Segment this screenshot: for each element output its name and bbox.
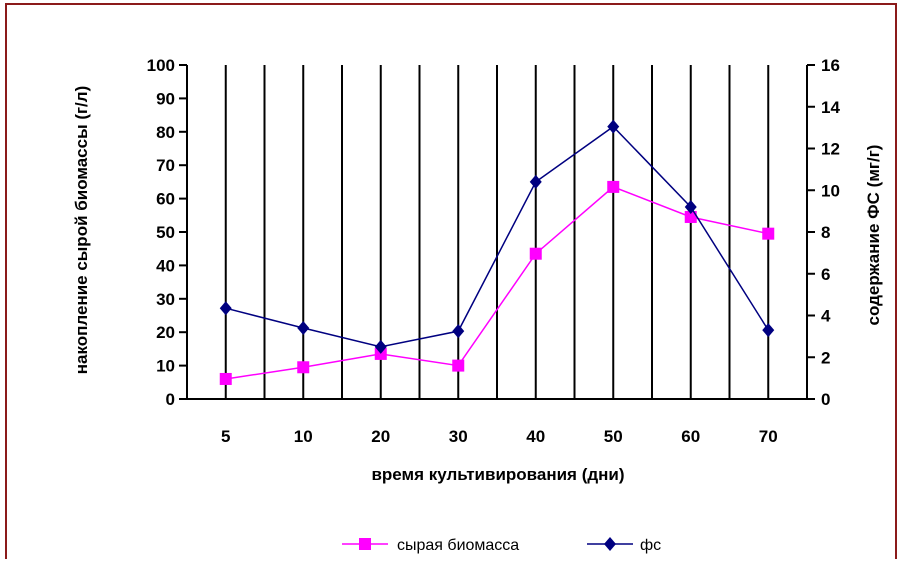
right-tick-label: 6 [821,265,830,284]
data-point-diamond [452,324,465,339]
x-tick-label: 10 [294,427,313,446]
left-tick-label: 20 [156,323,175,342]
data-point-diamond [762,323,775,338]
left-tick-label: 10 [156,357,175,376]
left-tick-label: 90 [156,89,175,108]
x-axis-label: время культивирования (дни) [371,465,624,484]
series-group [219,119,775,385]
left-tick-label: 0 [166,390,175,409]
line-chart: 0 10 20 30 40 50 60 70 80 90 100 0 2 4 6 8 10 12 14 16 5 10… [72,56,883,554]
legend-label-fs: фс [640,537,661,554]
legend-marker-diamond [604,537,616,551]
right-tick-label: 14 [821,98,840,117]
right-tick-label: 2 [821,348,830,367]
left-tick-label: 40 [156,256,175,275]
data-point-square [607,180,620,193]
legend-marker-square [359,538,371,550]
data-point-square [684,210,697,223]
left-axis-ticks: 0 10 20 30 40 50 60 70 80 90 100 [147,56,187,409]
left-tick-label: 70 [156,156,175,175]
right-tick-label: 4 [821,307,831,326]
x-tick-label: 50 [604,427,623,446]
right-axis-label: содержание ФС (мг/г) [864,145,883,326]
data-point-diamond [219,301,232,316]
left-tick-label: 30 [156,290,175,309]
left-tick-label: 100 [147,56,175,75]
right-tick-label: 10 [821,181,840,200]
data-point-square [452,359,465,372]
data-point-diamond [607,119,620,134]
data-point-diamond [684,199,697,214]
x-tick-label: 60 [681,427,700,446]
grid-lines [224,65,808,399]
x-tick-label: 30 [449,427,468,446]
series-line-fs [225,125,769,348]
x-tick-label: 70 [759,427,778,446]
legend: сырая биомасса фс [342,537,661,554]
data-point-square [762,227,775,240]
right-axis-ticks: 0 2 4 6 8 10 12 14 16 [807,56,840,409]
right-tick-label: 12 [821,140,840,159]
right-tick-label: 8 [821,223,830,242]
x-tick-label: 20 [371,427,390,446]
data-point-square [297,361,310,374]
left-tick-label: 60 [156,190,175,209]
data-point-square [529,247,542,260]
x-tick-label: 5 [221,427,230,446]
series-line-biomass [225,186,769,380]
right-tick-label: 16 [821,56,840,75]
data-point-diamond [529,174,542,189]
x-tick-label: 40 [526,427,545,446]
legend-label-biomass: сырая биомасса [397,537,519,554]
x-axis-ticks: 5 10 20 30 40 50 60 70 [221,427,778,446]
left-tick-label: 80 [156,123,175,142]
left-tick-label: 50 [156,223,175,242]
data-point-diamond [297,321,310,336]
left-axis-label: накопление сырой биомассы (г/л) [72,86,91,375]
chart-frame: 0 10 20 30 40 50 60 70 80 90 100 0 2 4 6 8 10 12 14 16 5 10… [5,3,897,559]
data-point-square [219,372,232,385]
data-point-diamond [374,339,387,354]
right-tick-label: 0 [821,390,830,409]
data-point-square [374,347,387,360]
